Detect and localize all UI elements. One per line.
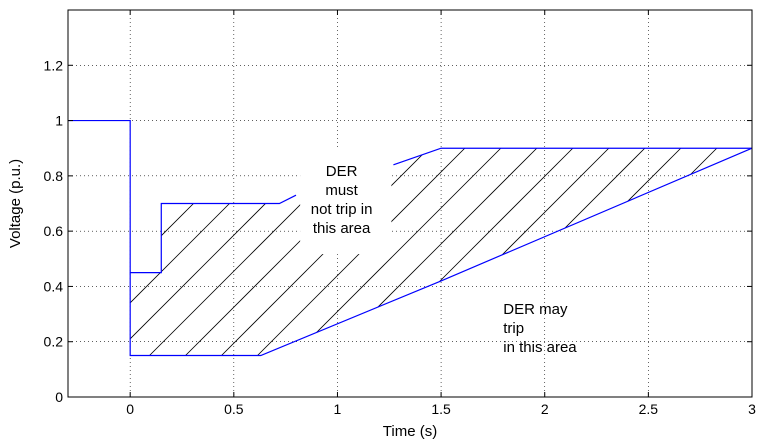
y-tick-label: 1 <box>55 113 63 129</box>
hatch-line <box>130 148 509 356</box>
annotation-text: DER may trip in this area <box>503 301 577 356</box>
y-tick-label: 0.8 <box>44 168 64 184</box>
hatch-line <box>355 148 752 356</box>
hatch-line <box>751 148 752 356</box>
hatch-line <box>130 148 437 356</box>
must-not-trip-upper-boundary-line <box>393 147 752 166</box>
y-tick-label: 1.2 <box>44 57 64 73</box>
y-tick-label: 0.2 <box>44 334 64 350</box>
x-tick-label: 3 <box>748 401 756 417</box>
x-tick-label: 1.5 <box>431 401 451 417</box>
x-tick-label: 2 <box>541 401 549 417</box>
y-tick-label: 0.4 <box>44 278 64 294</box>
voltage-profile-line <box>68 119 297 274</box>
x-tick-label: 0 <box>126 401 134 417</box>
hatch-line <box>463 148 752 356</box>
annotation-line: DER may <box>503 301 568 318</box>
axes-frame <box>67 9 753 398</box>
hatch-gap <box>300 148 392 255</box>
hatch-line <box>679 148 752 356</box>
x-axis-label: Time (s) <box>383 423 437 440</box>
x-tick-label: 2.5 <box>639 401 659 417</box>
y-axis-label: Voltage (p.u.) <box>7 159 24 248</box>
annotation-line: must <box>325 182 358 199</box>
hatch-line <box>283 148 725 356</box>
must-not-trip-lower-boundary-line <box>129 147 753 357</box>
grid <box>68 10 752 397</box>
annotations: DER must not trip in this area DER may trip in… <box>311 163 578 356</box>
annotation-line: in this area <box>503 339 577 356</box>
axis-ticks: 0 0.5 1 1.5 2 2.5 3 0 0.2 0.4 0.6 0.8 1 1.2 <box>44 10 756 417</box>
hatch-line <box>247 148 689 356</box>
hatch-line <box>535 148 752 356</box>
annotation-line: DER <box>326 163 358 180</box>
annotation-line: trip <box>503 320 524 337</box>
hatch-line <box>175 148 617 356</box>
hatch-line <box>319 148 752 356</box>
hatch-line <box>211 148 653 356</box>
x-tick-label: 1 <box>334 401 342 417</box>
hatch-line <box>130 148 401 356</box>
annotation-line: this area <box>313 220 371 237</box>
hatch-line <box>607 148 752 356</box>
x-tick-label: 0.5 <box>224 401 244 417</box>
annotation-text: DER must not trip in this area <box>311 163 373 237</box>
hatch-line <box>130 148 473 356</box>
hatch-line <box>130 148 221 356</box>
annotation-line: not trip in <box>311 201 373 218</box>
y-tick-label: 0.6 <box>44 223 64 239</box>
label-gap-mask <box>300 148 392 255</box>
series-lines <box>68 119 753 357</box>
y-tick-label: 0 <box>55 389 63 405</box>
